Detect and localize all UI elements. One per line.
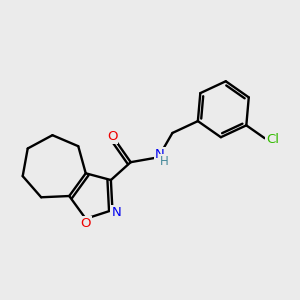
- Text: Cl: Cl: [266, 133, 279, 146]
- Text: N: N: [155, 148, 164, 161]
- Text: O: O: [107, 130, 117, 142]
- Text: H: H: [160, 154, 169, 168]
- Text: O: O: [80, 217, 91, 230]
- Text: N: N: [111, 206, 121, 219]
